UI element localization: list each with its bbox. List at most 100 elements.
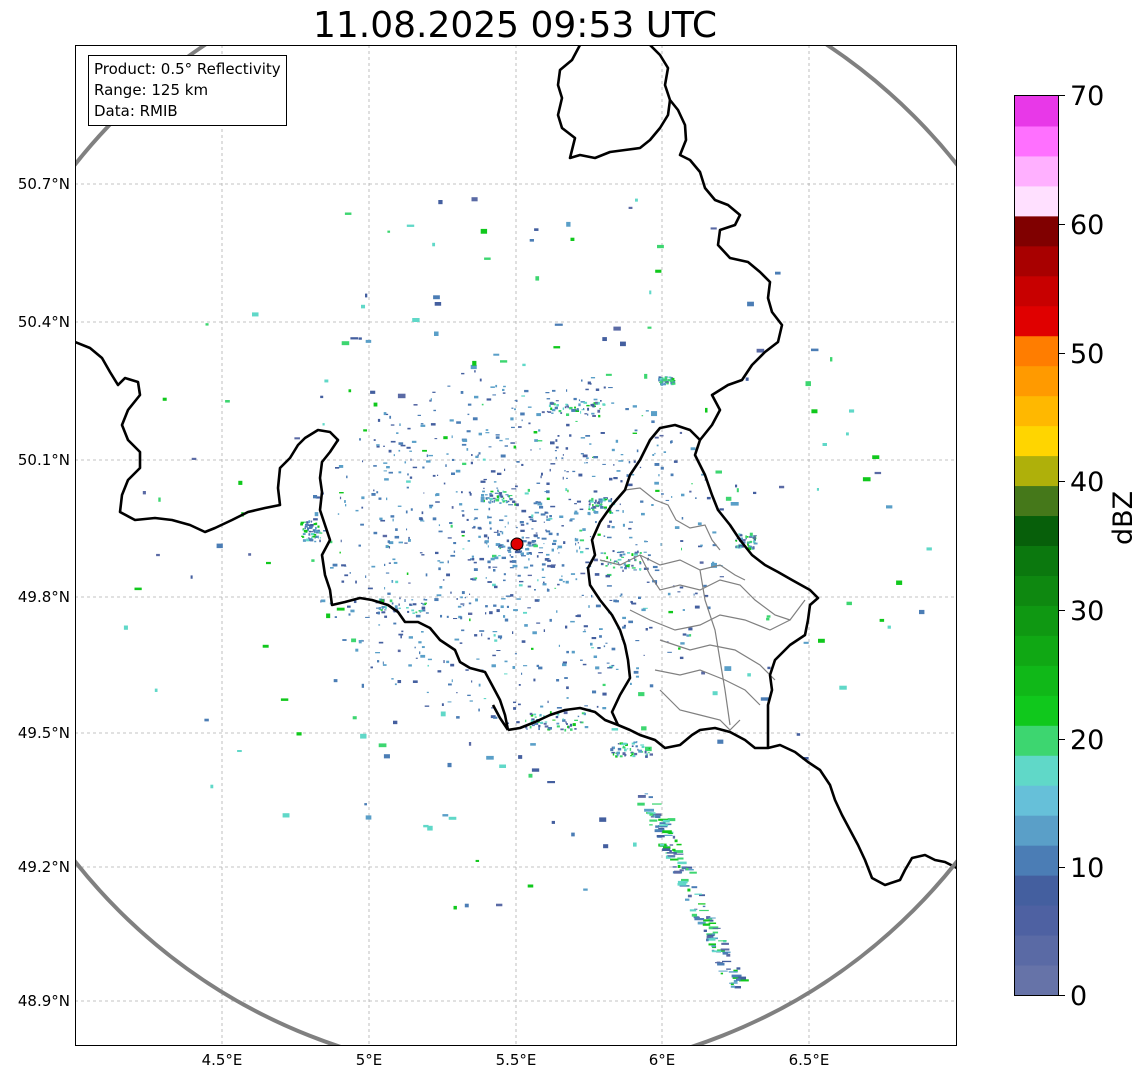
radar-echo [480,499,485,503]
radar-echo [470,578,474,581]
radar-echo [404,599,406,602]
radar-echo [575,578,578,581]
radar-echo [669,850,672,852]
radar-echo [591,594,593,598]
radar-echo [648,747,650,750]
radar-echo [634,551,638,554]
radar-echo [420,610,423,612]
radar-echo [430,398,432,402]
radar-echo [607,667,612,669]
radar-echo [302,529,305,531]
radar-echo [505,501,509,503]
radar-echo [294,437,300,440]
radar-echo [529,725,532,729]
radar-echo [495,543,501,546]
radar-echo [394,535,400,539]
radar-echo [503,615,506,618]
radar-echo [649,824,653,826]
radar-echo [528,544,532,547]
radar-echo [389,599,393,603]
radar-echo [591,412,595,415]
radar-echo [469,700,473,702]
radar-echo [679,869,684,872]
radar-echo [527,406,532,408]
radar-echo [377,418,381,422]
radar-echo [599,408,601,410]
radar-echo [687,894,692,898]
radar-echo [347,605,351,608]
radar-echo [534,228,539,231]
radar-echo [554,587,557,589]
radar-echo [666,382,669,385]
radar-echo [489,611,493,615]
radar-echo [306,521,309,524]
radar-echoes [123,197,932,989]
radar-echo [391,602,394,605]
radar-echo [501,556,506,560]
radar-echo [521,395,526,397]
radar-echo [587,407,590,411]
radar-echo [339,496,342,500]
radar-echo [712,544,717,547]
radar-echo [706,938,709,942]
radar-echo [365,575,367,578]
radar-echo [745,535,747,539]
radar-echo [661,377,664,381]
radar-echo [398,603,400,606]
radar-echo [379,517,383,521]
radar-echo [699,894,706,897]
radar-echo [582,528,586,531]
radar-echo [514,400,518,402]
radar-echo [494,639,498,642]
radar-echo [472,579,477,581]
radar-echo [590,500,594,503]
radar-echo [872,455,880,460]
radar-echo [457,605,462,608]
radar-echo [689,871,697,874]
radar-echo [627,748,629,750]
radar-echo [736,978,741,981]
radar-echo [447,560,449,564]
radar-echo [566,221,571,227]
range-label: Range: 125 km [94,81,209,99]
radar-echo [563,711,568,715]
radar-map[interactable] [75,45,957,1046]
radar-echo [619,755,623,758]
radar-echo [308,520,311,524]
radar-echo [384,587,386,590]
radar-echo [602,463,606,465]
colorbar-swatch [1015,545,1058,576]
radar-echo [507,521,509,525]
radar-echo [564,406,567,409]
radar-echo [512,500,516,504]
radar-echo [462,605,465,607]
radar-echo [628,527,632,530]
colorbar-swatch [1015,305,1058,337]
radar-echo [655,489,660,492]
radar-echo [460,603,465,605]
radar-echo [565,721,567,724]
radar-echo [485,432,490,434]
radar-echo [686,634,690,637]
radar-echo [492,394,497,396]
radar-echo [597,500,601,503]
radar-echo [592,415,596,417]
radar-echo [488,566,491,569]
lon-tick-label: 4.5°E [201,1051,243,1069]
radar-echo [499,546,504,548]
radar-echo [665,823,672,826]
radar-echo [428,454,433,457]
radar-echo [669,379,674,383]
radar-echo [472,360,477,366]
radar-echo [302,539,306,542]
radar-echo [310,521,313,523]
radar-echo [404,542,408,544]
radar-echo [494,556,499,560]
radar-echo [622,523,625,527]
radar-echo [874,471,882,475]
radar-echo [355,580,357,584]
radar-echo [382,606,386,608]
radar-echo [426,691,429,694]
radar-echo [332,563,338,567]
radar-echo [718,970,728,972]
